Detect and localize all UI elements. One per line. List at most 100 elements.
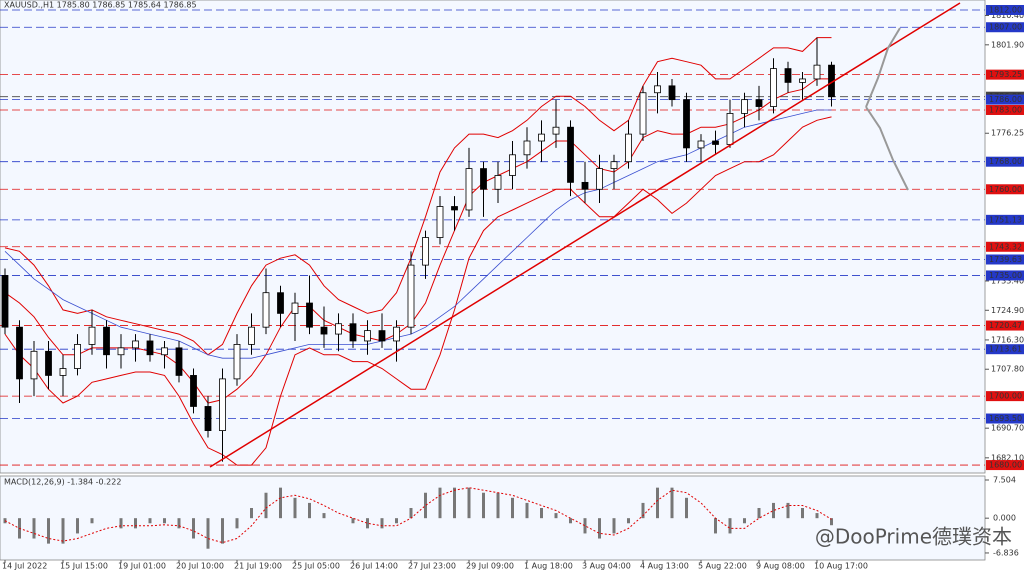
level-box (986, 413, 1024, 424)
level-box (986, 254, 1024, 265)
level-box (986, 460, 1024, 471)
macd-bar (76, 518, 79, 534)
candle-body (712, 140, 719, 145)
y-tick-label: 1776.25 (991, 129, 1024, 138)
x-tick-label: 20 Jul 10:00 (176, 562, 224, 571)
macd-bar (728, 518, 732, 534)
macd-bar (830, 518, 833, 526)
candle-body (799, 78, 806, 83)
macd-signal (4, 487, 832, 544)
macd-bar (453, 487, 456, 519)
macd-bar (612, 518, 616, 534)
macd-bar (554, 513, 558, 519)
macd-bar (801, 508, 804, 519)
candle-body (741, 99, 748, 114)
x-tick-label: 5 Aug 22:00 (698, 562, 747, 571)
candle-body (407, 264, 415, 328)
macd-panel (0, 475, 986, 561)
candle-body (277, 292, 284, 314)
macd-bar (511, 497, 514, 519)
projection-arrow (865, 27, 901, 108)
trendline (209, 2, 961, 468)
candle-body (262, 292, 270, 328)
x-tick-label: 1 Aug 18:00 (524, 562, 573, 571)
macd-bar (380, 518, 384, 529)
level-box (986, 69, 1024, 80)
level-label: 1739.63 (989, 255, 1022, 264)
candle-body (567, 126, 574, 183)
level-box (986, 4, 1024, 15)
candle-body (349, 323, 357, 342)
macd-bar (656, 487, 659, 519)
candle-body (219, 378, 226, 431)
macd-bar (540, 508, 543, 519)
candle-body (306, 302, 313, 328)
projection-arrow (865, 106, 909, 191)
candle-body (204, 406, 212, 431)
macd-bar (90, 518, 94, 524)
macd-bar (395, 518, 398, 524)
macd-bar (32, 518, 36, 539)
macd-bar (409, 508, 413, 519)
watermark: @DooPrime德璞资本 (815, 525, 1012, 549)
macd-bar (424, 492, 427, 519)
bollinger-lower (4, 116, 832, 466)
macd-bar (134, 518, 137, 529)
y-tick-label: 7.504 (993, 475, 1016, 484)
x-tick-label: 27 Jul 23:00 (408, 562, 456, 571)
level-label: 1783.00 (989, 105, 1022, 114)
level-label: 1713.61 (989, 345, 1022, 354)
x-tick-label: 25 Jul 05:00 (292, 562, 340, 571)
candle-body (683, 99, 690, 149)
candle-body (335, 323, 342, 335)
candle-body (1, 275, 9, 328)
macd-bar (525, 502, 529, 519)
x-tick-label: 21 Jul 19:00 (234, 562, 282, 571)
candle-body (190, 375, 197, 407)
level-label: 1680.00 (989, 461, 1022, 470)
candle-body (552, 126, 560, 135)
macd-bar (598, 518, 601, 539)
moving-average (4, 109, 832, 359)
macd-bar (235, 518, 239, 529)
candle-body (770, 68, 777, 107)
candle-body (161, 347, 168, 356)
macd-bar (119, 518, 123, 529)
x-tick-label: 9 Aug 08:00 (756, 562, 805, 571)
macd-bar (772, 502, 775, 519)
level-box (986, 320, 1024, 331)
level-label: 1743.32 (989, 242, 1022, 251)
x-tick-label: 15 Jul 15:00 (60, 562, 108, 571)
level-box (986, 214, 1024, 225)
level-box (986, 156, 1024, 167)
macd-bar (279, 487, 282, 519)
candle-body (726, 113, 734, 145)
candle-body (465, 168, 473, 211)
candle-body (596, 168, 603, 190)
macd-bar (177, 518, 181, 529)
level-box (986, 94, 1024, 105)
macd-label: MACD(12,26,9) -1.384 -0.222 (4, 478, 121, 487)
y-tick-label: 1690.70 (991, 424, 1024, 433)
bollinger-upper (4, 37, 832, 356)
layer: 1810.40 1801.90 1776.25 1733.40 1724.90 1716.… (0, 4, 1024, 571)
level-box (986, 241, 1024, 252)
macd-bar (192, 518, 195, 539)
macd-bar (163, 518, 166, 524)
candle-body (146, 340, 154, 356)
macd-bar (293, 497, 297, 519)
candle-body (639, 92, 647, 135)
chart-title: XAUUSD.,H1 1785.80 1786.85 1785.64 1786.… (4, 1, 197, 10)
x-tick-label: 3 Aug 04:00 (582, 562, 631, 571)
macd-bar (583, 518, 587, 534)
macd-bar (47, 518, 50, 544)
level-label: 1807.00 (989, 23, 1022, 32)
macd-bar (264, 492, 268, 519)
level-label: 1786.00 (989, 95, 1022, 104)
level-box (986, 184, 1024, 195)
y-tick-label: 1682.10 (991, 453, 1024, 462)
level-label: 1693.50 (989, 414, 1022, 423)
candle-body (697, 140, 705, 149)
candle-body (320, 326, 328, 335)
level-label: 1812.00 (989, 5, 1022, 14)
